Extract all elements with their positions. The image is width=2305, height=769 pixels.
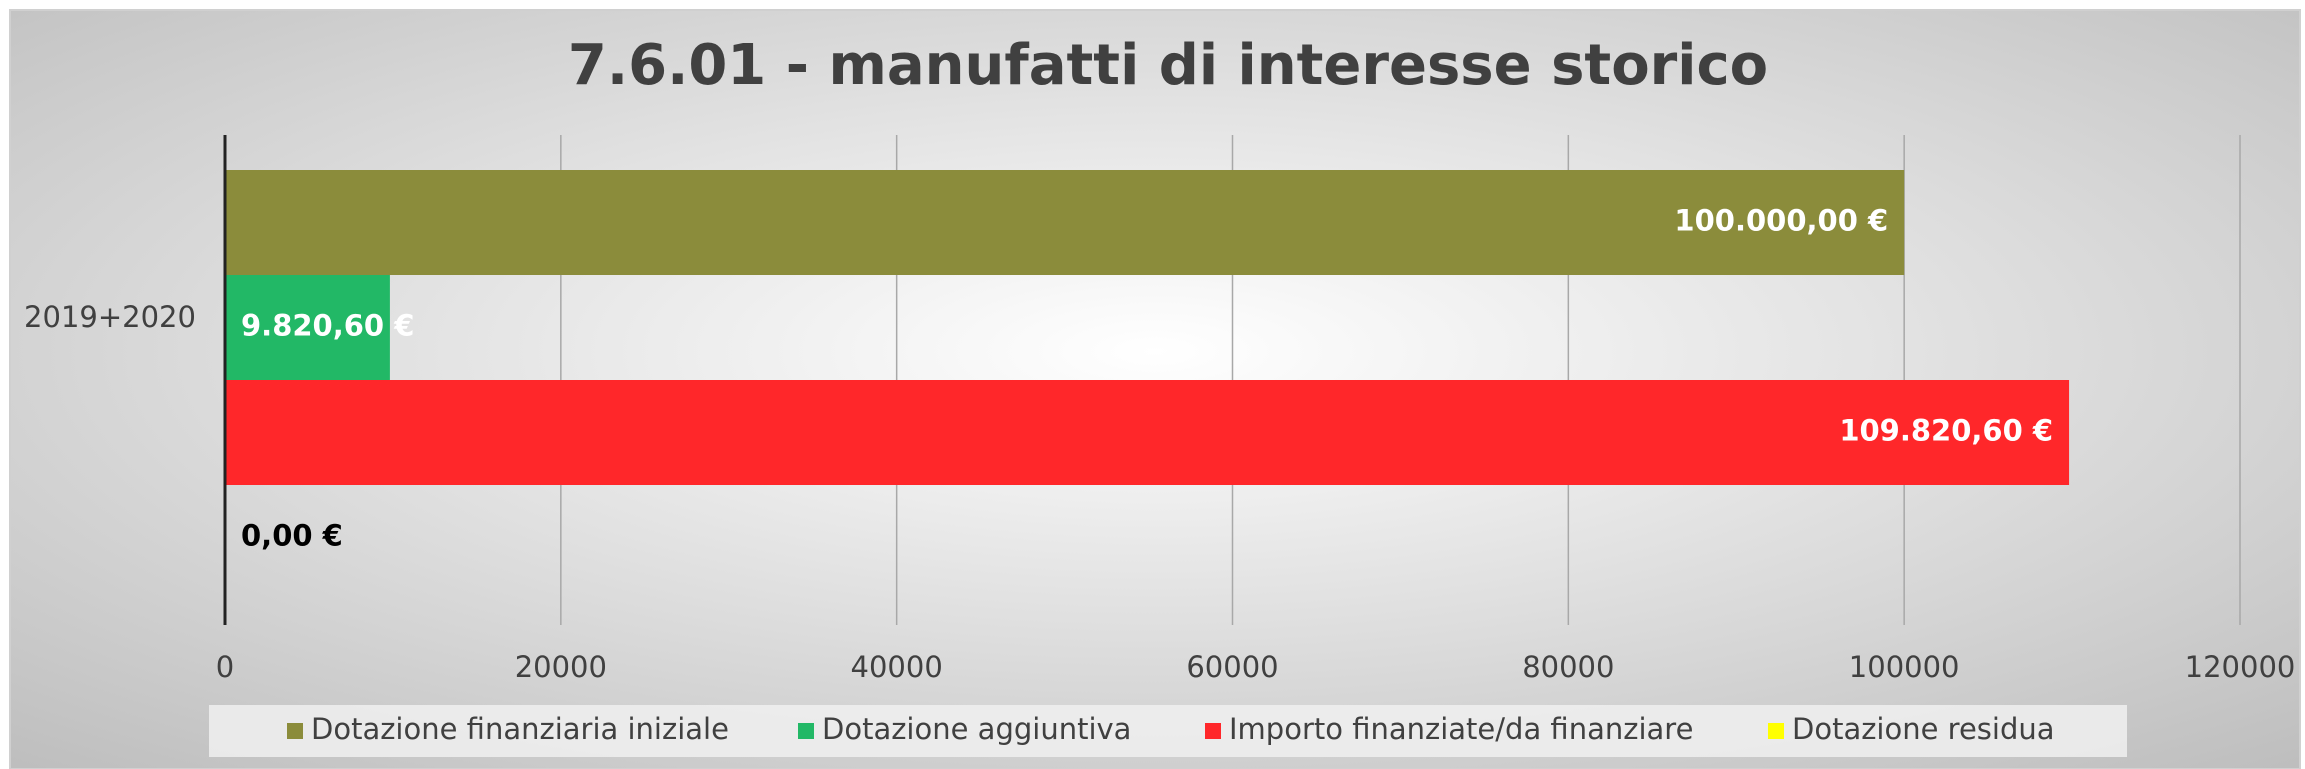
data-label: 109.820,60 €: [1839, 414, 2053, 448]
legend-swatch: [287, 723, 303, 739]
bar: [225, 170, 1905, 275]
legend-swatch: [798, 723, 814, 739]
x-tick-label: 100000: [1849, 650, 1960, 684]
x-tick-label: 20000: [515, 650, 607, 684]
x-tick-label: 80000: [1522, 650, 1614, 684]
legend-label: Importo finanziate/da finanziare: [1229, 712, 1693, 746]
y-tick-label: 2019+2020: [24, 300, 196, 334]
data-label: 100.000,00 €: [1674, 204, 1888, 238]
legend-background: [209, 705, 2127, 757]
x-tick-label: 40000: [851, 650, 943, 684]
legend-swatch: [1768, 723, 1784, 739]
data-label: 0,00 €: [241, 519, 343, 553]
data-label: 9.820,60 €: [241, 309, 414, 343]
bar: [225, 380, 2070, 485]
legend-label: Dotazione residua: [1792, 712, 2055, 746]
bar: [225, 275, 390, 380]
x-tick-label: 120000: [2185, 650, 2296, 684]
chart-title: 7.6.01 - manufatti di interesse storico: [568, 33, 1768, 98]
x-tick-label: 60000: [1186, 650, 1278, 684]
legend-label: Dotazione finanziaria iniziale: [311, 712, 729, 746]
x-tick-label: 0: [216, 650, 234, 684]
legend-label: Dotazione aggiuntiva: [822, 712, 1131, 746]
legend-swatch: [1205, 723, 1221, 739]
